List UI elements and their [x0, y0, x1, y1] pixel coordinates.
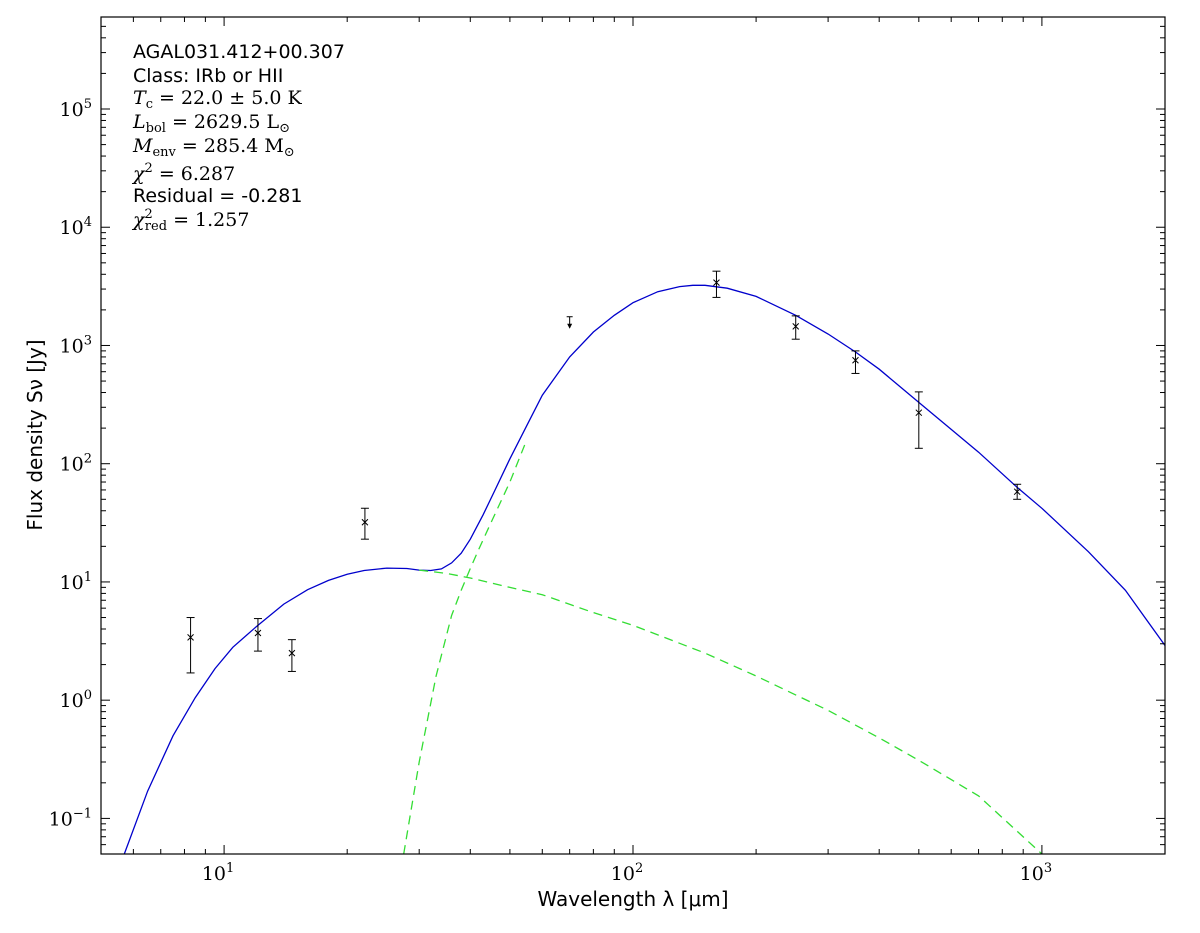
axis-ticks — [100, 16, 1166, 855]
tick-base: 10 — [60, 99, 84, 121]
data-markers — [186, 270, 1022, 674]
upper-limit-arrow — [567, 323, 573, 329]
cross-marker — [288, 649, 296, 657]
y-tick-label-1: 100 — [60, 688, 92, 712]
annotation-class: Class: IRb or HII — [133, 65, 283, 87]
x-axis-label: Wavelength λ [μm] — [537, 887, 728, 911]
data-point-4 — [712, 270, 721, 298]
data-point-8 — [1013, 483, 1022, 500]
tick-exponent: 2 — [635, 861, 643, 876]
annotation-residual: Residual = -0.281 — [133, 185, 303, 207]
y-tick-label-6: 105 — [60, 97, 92, 121]
data-point-3 — [360, 507, 369, 540]
x-tick-label-2: 103 — [1020, 861, 1052, 885]
series-line-cold-component — [403, 439, 528, 854]
tick-exponent: 2 — [84, 452, 92, 467]
tick-base: 10 — [1020, 863, 1044, 885]
tick-exponent: 0 — [84, 688, 92, 703]
cross-marker — [1013, 488, 1021, 496]
data-point-0 — [186, 617, 195, 674]
cross-marker — [187, 633, 194, 641]
tick-base: 10 — [60, 217, 84, 239]
tick-base: 10 — [60, 454, 84, 476]
tick-exponent: 4 — [84, 215, 92, 230]
tick-base: 10 — [60, 572, 84, 594]
cross-marker — [792, 323, 800, 330]
tick-base: 10 — [60, 690, 84, 712]
y-tick-label-4: 103 — [60, 333, 92, 357]
y-tick-label-0: 10−1 — [49, 806, 92, 830]
x-tick-label-0: 101 — [202, 861, 234, 885]
plot-frame — [100, 16, 1166, 855]
series-line-total-model — [123, 284, 1165, 854]
y-tick-label-2: 101 — [60, 570, 92, 594]
data-point-7 — [914, 391, 923, 449]
model-lines — [123, 284, 1165, 854]
data-point-6 — [851, 350, 860, 374]
x-tick-label-1: 102 — [611, 861, 643, 885]
cross-marker — [852, 356, 859, 364]
annotation-tc: Tc = 22.0 ± 5.0 K — [133, 87, 303, 112]
cross-marker — [254, 629, 262, 637]
tick-base: 10 — [49, 808, 73, 830]
annotation-chi2-red: χ2 red = 1.257 — [131, 207, 249, 234]
annotation-menv: Menv = 285.4 M⊙ — [132, 135, 295, 160]
y-axis-label: Flux density Sν [Jy] — [23, 339, 47, 530]
annotation-source: AGAL031.412+00.307 — [133, 41, 345, 63]
y-tick-label-3: 102 — [60, 452, 92, 476]
tick-exponent: 3 — [84, 333, 92, 348]
annotation-chi2: χ2 = 6.287 — [131, 161, 235, 185]
cross-marker — [915, 409, 923, 417]
data-point-5 — [791, 315, 800, 340]
tick-exponent: −1 — [73, 806, 92, 821]
upper-limit-0 — [566, 316, 573, 329]
tick-exponent: 5 — [84, 97, 92, 112]
data-point-1 — [253, 618, 262, 652]
tick-base: 10 — [60, 335, 84, 357]
cross-marker — [713, 279, 720, 286]
tick-exponent: 3 — [1044, 861, 1052, 876]
y-tick-label-5: 104 — [60, 215, 92, 239]
x-tick-labels: 101 102 103 — [202, 861, 1052, 885]
data-point-2 — [287, 639, 296, 672]
cross-marker — [361, 518, 369, 526]
tick-base: 10 — [611, 863, 635, 885]
series-line-warm-component — [419, 569, 1043, 854]
tick-exponent: 1 — [84, 570, 92, 585]
tick-exponent: 1 — [226, 861, 234, 876]
annotation-lbol: Lbol = 2629.5 L⊙ — [132, 111, 290, 136]
tick-base: 10 — [202, 863, 226, 885]
